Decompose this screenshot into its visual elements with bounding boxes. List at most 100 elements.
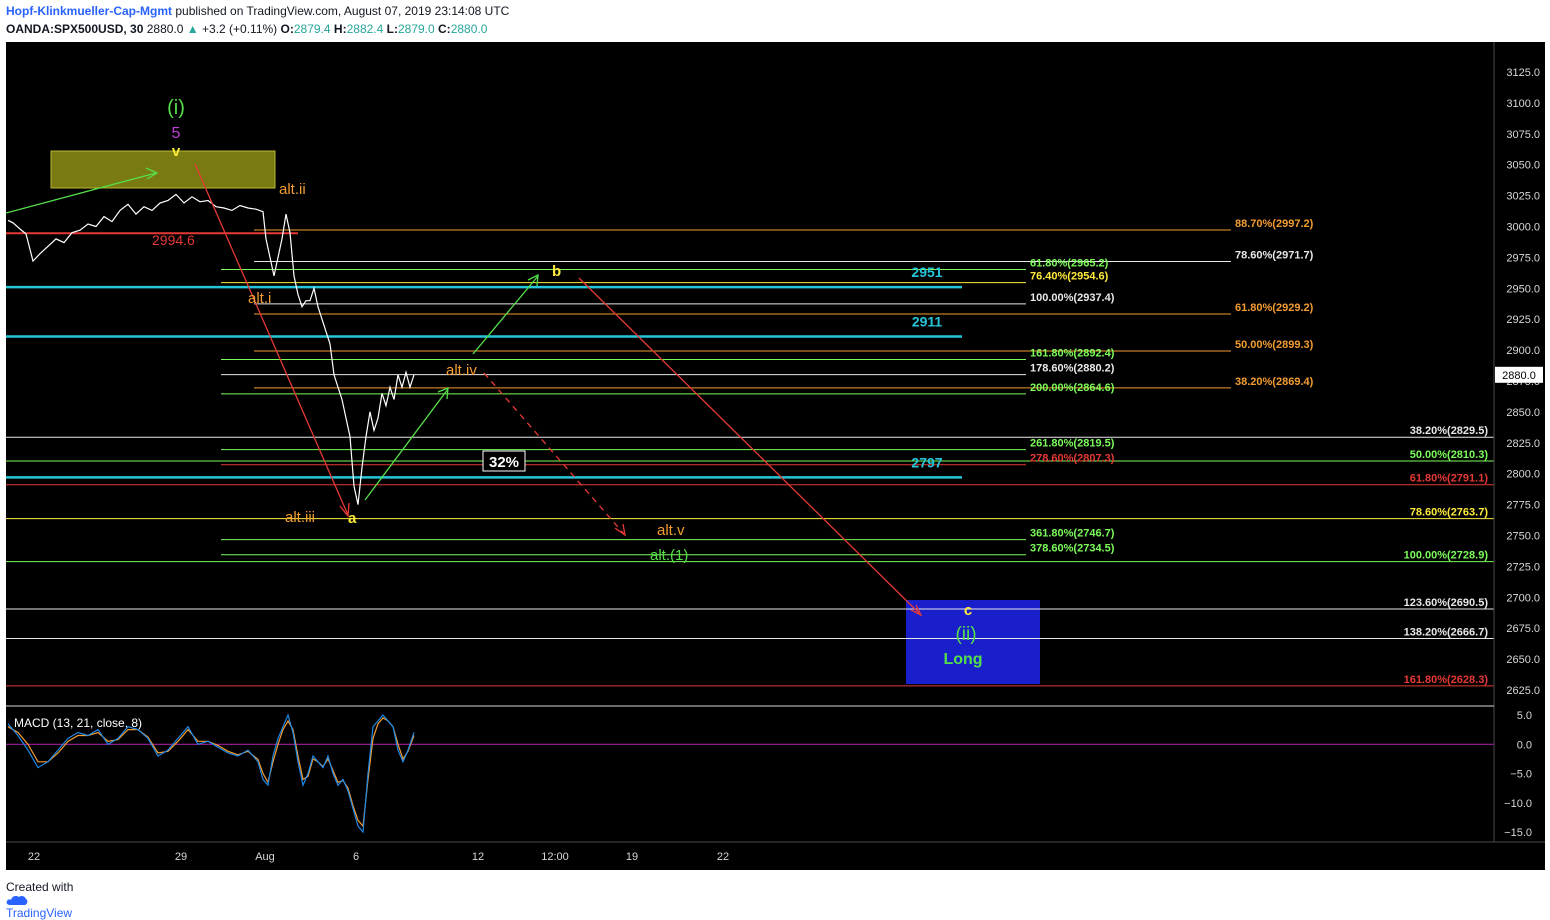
open-label: O: xyxy=(280,22,294,36)
y-tick-label: 2675.0 xyxy=(1506,623,1540,635)
fib-level-label: 161.80%(2628.3) xyxy=(1404,674,1489,686)
pct-label: 32% xyxy=(489,454,519,471)
wave-i-label: (i) xyxy=(167,97,185,119)
macd-line xyxy=(7,713,415,834)
fib-level-label: 50.00%(2899.3) xyxy=(1235,339,1314,351)
up-triangle-icon: ▲ xyxy=(186,22,199,36)
y-tick-label: 2750.0 xyxy=(1506,531,1540,543)
fib-level-label: 100.00%(2728.9) xyxy=(1404,550,1489,562)
footer: Created with TradingView xyxy=(6,880,73,920)
x-tick-label: 29 xyxy=(175,851,187,863)
macd-y-tick-label: −10.0 xyxy=(1504,798,1532,810)
y-tick-label: 2825.0 xyxy=(1506,438,1540,450)
fib-level-label: 378.60%(2734.5) xyxy=(1030,543,1115,555)
y-tick-label: 2900.0 xyxy=(1506,345,1540,357)
y-tick-label: 3100.0 xyxy=(1506,98,1540,110)
fib-level-label: 200.00%(2864.6) xyxy=(1030,382,1115,394)
wave-b-label: b xyxy=(552,263,561,280)
chart-svg[interactable]: 88.70%(2997.2) 78.60%(2971.7) 61.80%(2965.… xyxy=(6,42,1545,870)
tradingview-brand-link[interactable]: TradingView xyxy=(6,906,73,920)
red-dashed-arrow-head xyxy=(614,523,626,537)
x-tick-label: Aug xyxy=(255,851,275,863)
y-tick-label: 2850.0 xyxy=(1506,407,1540,419)
high-value: 2882.4 xyxy=(346,22,384,36)
y-tick-label: 3000.0 xyxy=(1506,222,1540,234)
y-tick-label: 2975.0 xyxy=(1506,252,1540,264)
sr-level-label: 2911 xyxy=(912,314,943,330)
wave-5-label: 5 xyxy=(172,125,181,142)
fib-level-label: 38.20%(2869.4) xyxy=(1235,376,1314,388)
fib-level-label: 123.60%(2690.5) xyxy=(1404,597,1489,609)
x-tick-label: 22 xyxy=(28,851,40,863)
x-axis-labels[interactable]: 22 29 Aug 6 12 12:00 19 22 xyxy=(28,851,729,863)
green-arrow-up-1 xyxy=(364,388,449,501)
green-arrow-up-2-head xyxy=(527,273,539,287)
high-label: H: xyxy=(333,22,347,36)
price-series-line xyxy=(7,193,415,505)
fib-levels: 88.70%(2997.2) 78.60%(2971.7) 61.80%(2965.… xyxy=(6,218,1494,687)
wave-c-label: c xyxy=(964,602,972,619)
alt-i-label: alt.i xyxy=(248,290,271,307)
chart-canvas[interactable]: 88.70%(2997.2) 78.60%(2971.7) 61.80%(2965.… xyxy=(6,42,1545,870)
green-arrow-up-2 xyxy=(472,275,539,355)
fib-level-label: 138.20%(2666.7) xyxy=(1404,627,1489,639)
macd-y-tick-label: 5.0 xyxy=(1517,710,1532,722)
green-arrow-up-1-head xyxy=(437,387,449,400)
target-zone-box xyxy=(906,600,1040,684)
y-tick-label: 2800.0 xyxy=(1506,469,1540,481)
symbol-name[interactable]: OANDA:SPX500USD, 30 xyxy=(6,22,144,36)
created-with-text: Created with xyxy=(6,880,74,894)
y-tick-label: 2725.0 xyxy=(1506,561,1540,573)
last-price-tag-text: 2880.0 xyxy=(1502,370,1536,382)
wave-arrows xyxy=(6,163,923,617)
macd-y-axis-labels[interactable]: 5.0 0.0 −5.0 −10.0 −15.0 xyxy=(1504,710,1532,839)
x-tick-label: 6 xyxy=(353,851,359,863)
wave-v-label: v xyxy=(172,143,181,160)
macd-y-tick-label: 0.0 xyxy=(1517,739,1532,751)
y-tick-label: 2925.0 xyxy=(1506,314,1540,326)
author-link[interactable]: Hopf-Klinkmueller-Cap-Mgmt xyxy=(6,4,172,18)
x-tick-label: 12:00 xyxy=(541,851,569,863)
alt-ii-label: alt.ii xyxy=(279,181,306,198)
alt-iv-label: alt.iv xyxy=(446,362,477,379)
fib-level-label: 61.80%(2791.1) xyxy=(1410,473,1489,485)
green-arrow-top-head xyxy=(145,167,159,180)
top-zone-box xyxy=(50,150,276,189)
y-tick-label: 2775.0 xyxy=(1506,500,1540,512)
fib-level-label: 100.00%(2937.4) xyxy=(1030,292,1115,304)
alt-iii-label: alt.iii xyxy=(285,509,315,526)
close-label: C: xyxy=(438,22,451,36)
fib-level-label: 361.80%(2746.7) xyxy=(1030,528,1115,540)
y-tick-label: 3050.0 xyxy=(1506,160,1540,172)
macd-y-tick-label: −15.0 xyxy=(1504,827,1532,839)
y-tick-label: 2625.0 xyxy=(1506,685,1540,697)
fib-level-label: 78.60%(2971.7) xyxy=(1235,250,1314,262)
alt-1-label: alt.(1) xyxy=(650,547,688,564)
last-price: 2880.0 xyxy=(146,22,184,36)
fib-level-label: 178.60%(2880.2) xyxy=(1030,363,1115,375)
red-arrow-down-1 xyxy=(194,163,349,516)
fib-level-label: 261.80%(2819.5) xyxy=(1030,438,1115,450)
level-2994-label: 2994.6 xyxy=(152,232,195,248)
y-tick-label: 3075.0 xyxy=(1506,129,1540,141)
fib-level-label: 50.00%(2810.3) xyxy=(1410,449,1489,461)
symbol-legend: OANDA:SPX500USD, 30 2880.0 ▲ +3.2 (+0.11… xyxy=(6,22,487,36)
fib-level-label: 78.60%(2763.7) xyxy=(1410,507,1489,519)
support-resistance-levels: 2951 2911 2797 xyxy=(6,264,962,479)
fib-level-label: 88.70%(2997.2) xyxy=(1235,218,1314,230)
fib-level-label: 38.20%(2829.5) xyxy=(1410,425,1489,437)
y-tick-label: 2950.0 xyxy=(1506,283,1540,295)
sr-level-label: 2951 xyxy=(911,264,942,280)
open-value: 2879.4 xyxy=(293,22,331,36)
wave-ii-label: (ii) xyxy=(955,624,976,645)
red-arrow-down-2-head xyxy=(910,604,923,617)
last-price-tag-box xyxy=(1495,366,1543,383)
sr-level-label: 2797 xyxy=(911,454,942,470)
y-tick-label: 3125.0 xyxy=(1506,67,1540,79)
chart-header: Hopf-Klinkmueller-Cap-Mgmt published on … xyxy=(6,4,1546,40)
wave-a-label: a xyxy=(348,510,357,527)
red-dashed-arrow xyxy=(483,372,625,535)
macd-y-tick-label: −5.0 xyxy=(1510,769,1532,781)
x-tick-label: 19 xyxy=(626,851,638,863)
pct-box xyxy=(482,450,526,472)
